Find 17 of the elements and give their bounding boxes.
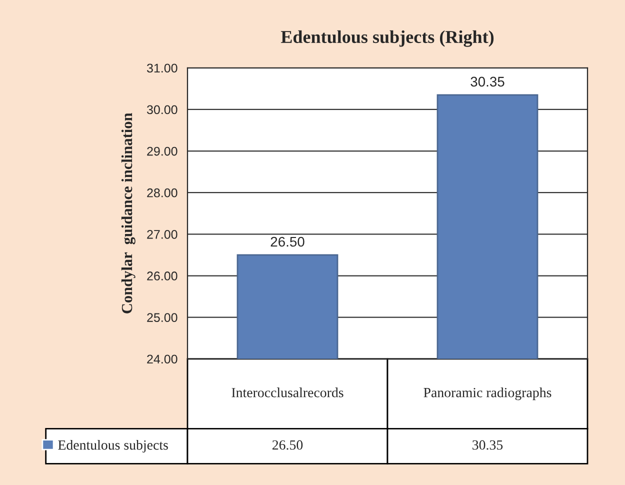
x-tick-label: Interocclusalrecords	[232, 388, 344, 398]
text: 30.35	[470, 76, 504, 87]
legend-label: Edentulous subjects	[58, 440, 168, 453]
x-tick-label: Panoramic radiographs	[424, 388, 552, 400]
y-tick-label: 24.00	[147, 354, 178, 364]
y-tick-label: 31.00	[146, 64, 178, 73]
y-tick-label: 28.00	[147, 188, 178, 198]
text: 26.50	[270, 236, 304, 247]
y-axis-title: Condylar guidance inclination	[121, 112, 136, 314]
y-tick-label: 26.00	[147, 272, 178, 280]
y-tick-label: 27.00	[147, 230, 178, 239]
data-label: 30.35	[472, 440, 503, 450]
y-tick-label: 30.00	[146, 105, 178, 114]
y-tick-label: 29.00	[147, 146, 178, 156]
y-tick-label: 25.00	[147, 313, 178, 322]
data-label: 26.50	[272, 440, 303, 450]
chart-title: Edentulous subjects (Right)	[280, 30, 494, 47]
